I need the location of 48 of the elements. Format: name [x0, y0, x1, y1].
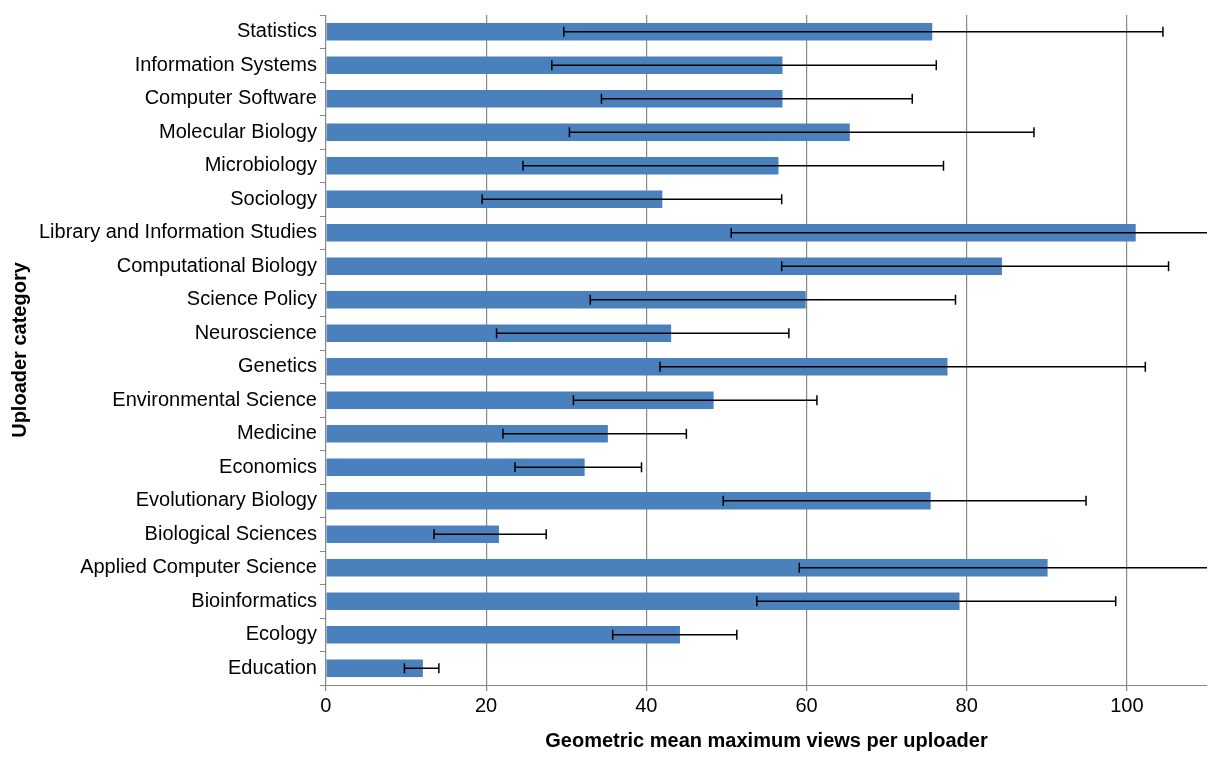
bar [326, 391, 714, 409]
y-tick-label: Computational Biology [116, 253, 317, 276]
y-tick-label: Sociology [230, 186, 317, 209]
bar [326, 291, 806, 309]
y-tick-label: Neuroscience [194, 320, 317, 343]
x-tick-label: 100 [1110, 693, 1144, 716]
x-tick-label: 40 [635, 693, 658, 716]
y-tick-label: Science Policy [186, 287, 317, 310]
bar [326, 23, 933, 41]
y-tick-label: Education [227, 655, 317, 678]
y-tick-label: Environmental Science [112, 387, 317, 410]
y-tick-label: Ecology [245, 622, 317, 645]
y-tick-label: Library and Information Studies [38, 220, 317, 243]
bar [326, 592, 960, 610]
bar [326, 190, 663, 208]
y-tick-label: Molecular Biology [159, 119, 317, 142]
y-tick-label: Bioinformatics [191, 588, 317, 611]
y-tick-label: Microbiology [204, 153, 317, 176]
x-tick-label: 0 [320, 693, 332, 716]
x-tick-label: 80 [955, 693, 978, 716]
bar [326, 425, 608, 443]
bar [326, 525, 499, 543]
bar [326, 492, 931, 510]
y-tick-label: Medicine [236, 421, 317, 444]
bar [326, 358, 948, 376]
bar [326, 458, 585, 476]
bar [326, 324, 672, 342]
y-tick-label: Statistics [236, 19, 317, 42]
bar [326, 123, 850, 141]
y-axis-title: Uploader category [7, 261, 30, 438]
bar [326, 659, 423, 677]
bar [326, 224, 1136, 242]
x-axis-title: Geometric mean maximum views per uploader [545, 728, 988, 751]
bar [326, 559, 1048, 577]
x-tick-label: 20 [475, 693, 498, 716]
y-tick-label: Biological Sciences [144, 521, 317, 544]
bar [326, 157, 779, 175]
x-tick-label: 60 [795, 693, 818, 716]
y-tick-label: Computer Software [144, 86, 317, 109]
bar [326, 626, 680, 644]
y-tick-label: Information Systems [134, 52, 317, 75]
y-tick-label: Applied Computer Science [80, 555, 317, 578]
bar [326, 257, 1002, 275]
y-tick-label: Genetics [237, 354, 317, 377]
y-tick-label: Evolutionary Biology [135, 488, 317, 511]
bar [326, 90, 783, 108]
bar [326, 56, 783, 74]
y-tick-label: Economics [219, 454, 317, 477]
